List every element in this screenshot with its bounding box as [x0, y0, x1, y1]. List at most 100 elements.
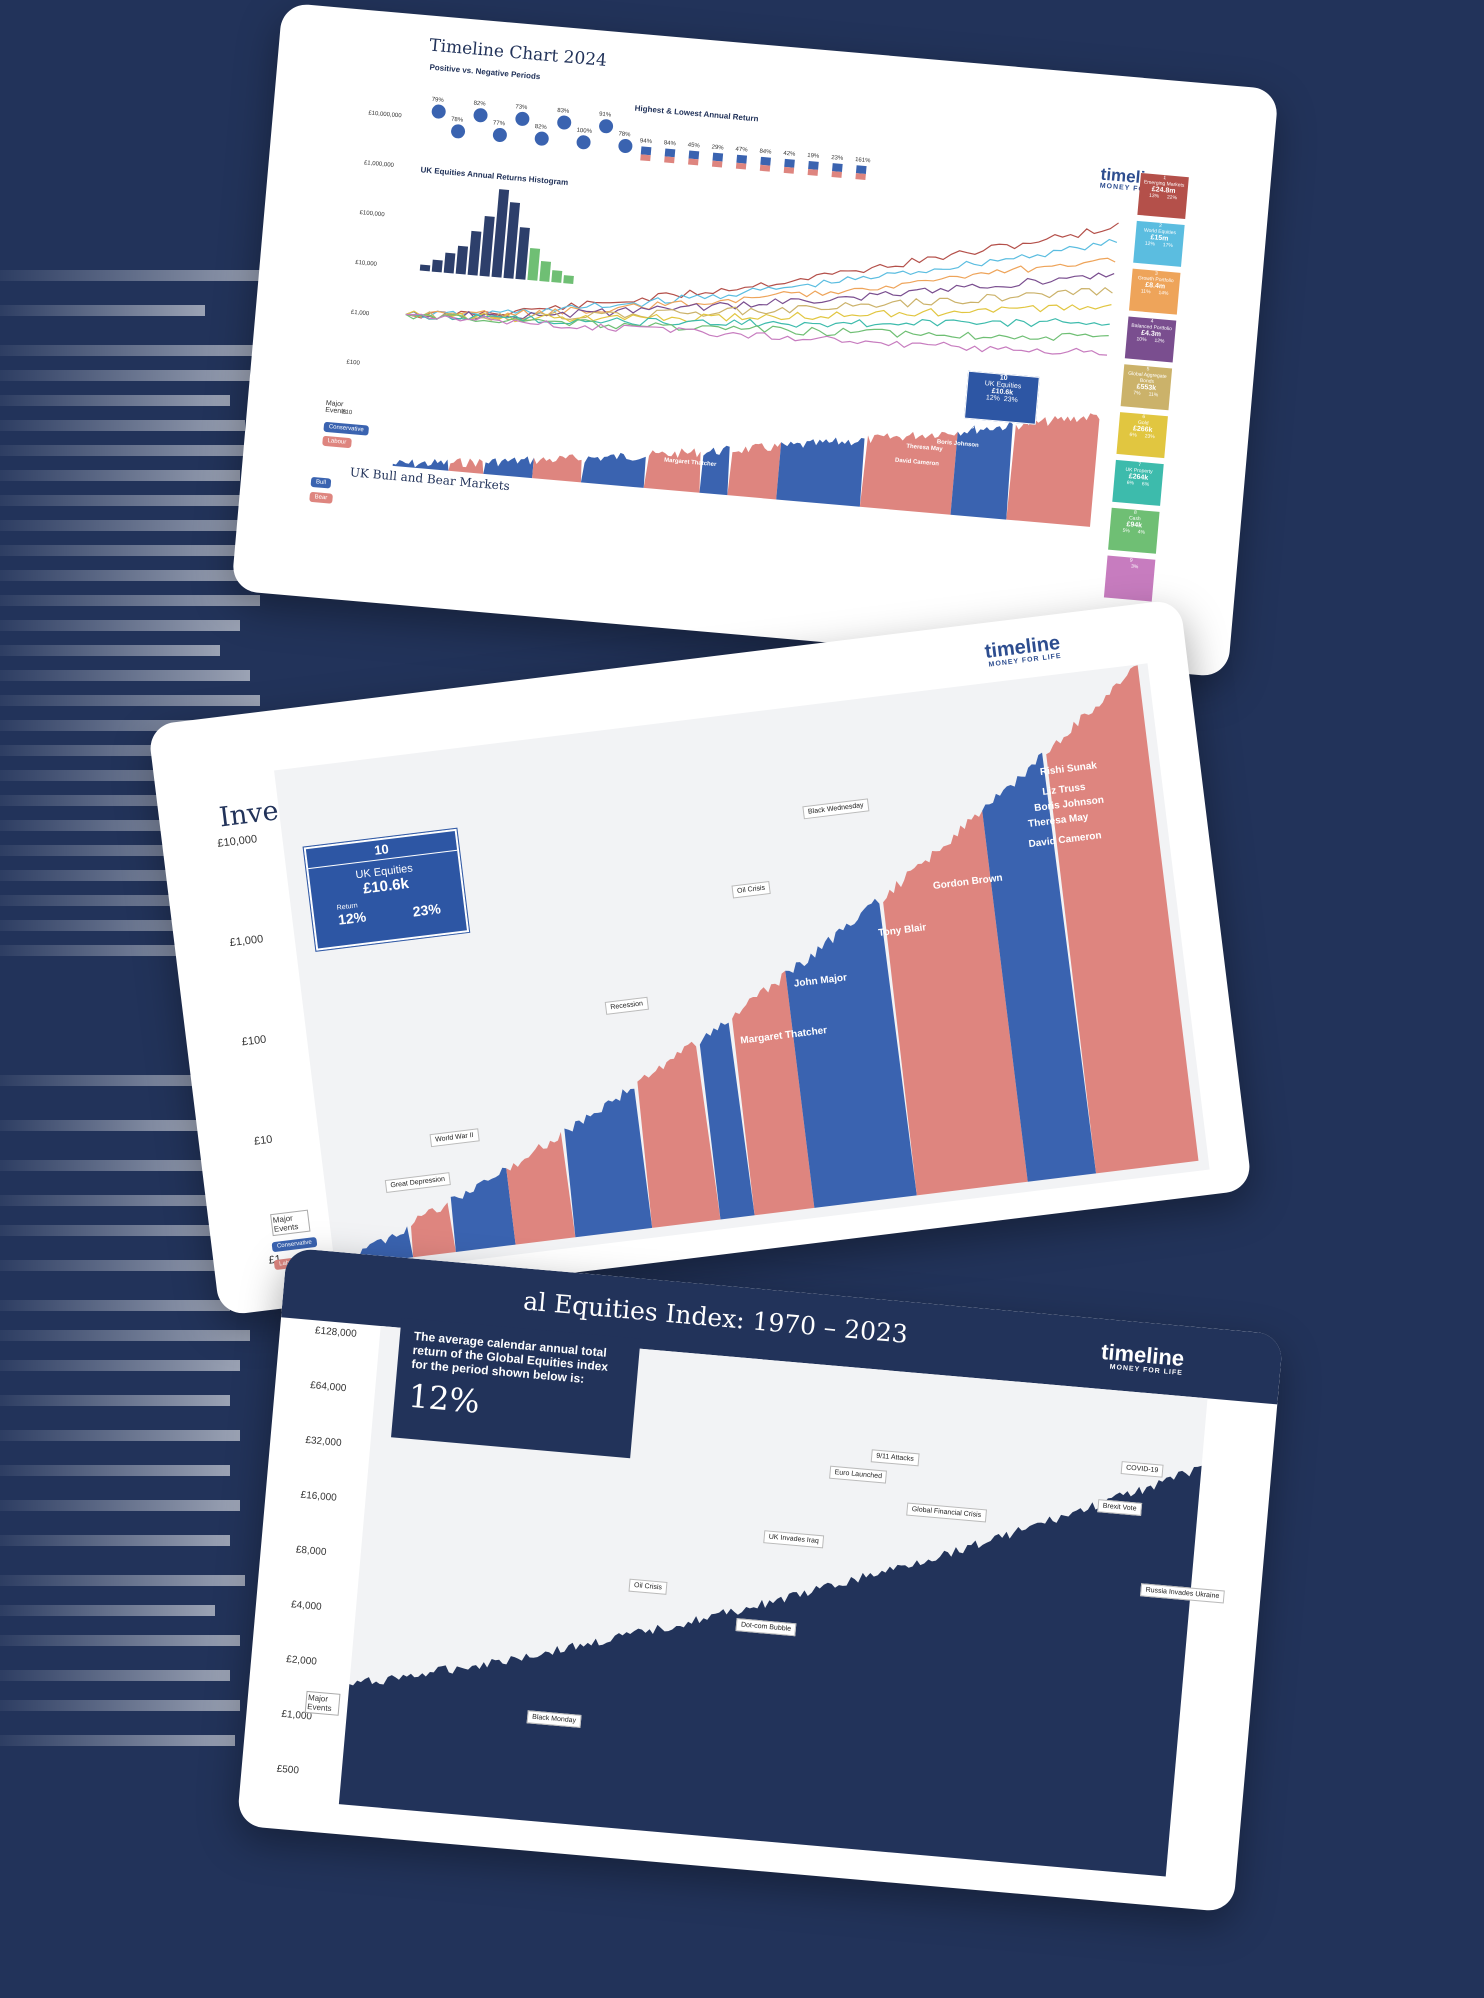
stripe	[0, 820, 230, 831]
legend-major-events: Major Events	[324, 399, 347, 416]
asset-panel: 3 Growth Portfolio £8.4m 11% 14%	[1128, 268, 1181, 315]
histogram-bar	[431, 259, 443, 273]
government-area	[1046, 665, 1199, 1174]
legend-major-events: Major Events	[304, 1690, 341, 1716]
histogram-bar	[467, 230, 482, 276]
government-area	[410, 1202, 456, 1258]
pie-chart	[557, 115, 572, 130]
bar-label: 42%	[783, 151, 796, 158]
bar-label: 23%	[831, 155, 844, 162]
stripe	[0, 420, 245, 431]
bar	[688, 158, 699, 166]
stripe	[0, 870, 240, 881]
pie-label: 73%	[515, 104, 528, 111]
bar-label: 84%	[664, 140, 677, 147]
bar	[735, 162, 747, 170]
government-area	[699, 1022, 755, 1220]
series-line	[405, 286, 1113, 321]
government-area	[532, 454, 582, 483]
asset-panel: 7 UK Property £264k 6% 6%	[1112, 459, 1164, 506]
stripe	[0, 1075, 235, 1086]
bar-label: 19%	[807, 153, 820, 160]
stripe	[0, 720, 240, 731]
stripe	[0, 1160, 225, 1171]
panel-return-b: 17%	[1162, 242, 1174, 250]
bar-label: 29%	[711, 144, 724, 151]
panel-return-a: 6%	[1129, 432, 1137, 439]
series-line	[405, 272, 1115, 320]
government-area	[950, 421, 1013, 520]
histogram-bar	[551, 270, 563, 283]
stripe	[0, 470, 240, 481]
pie-label: 79%	[431, 97, 444, 104]
stripe	[0, 1670, 230, 1681]
panel-return-b: 14%	[1158, 289, 1169, 297]
stripe	[0, 1535, 230, 1546]
bar	[832, 163, 843, 172]
asset-panel: 1 Emerging Markets £24.8m 13% 22%	[1137, 173, 1189, 220]
legend-bear: Bear	[309, 491, 333, 504]
stripe	[0, 1430, 240, 1441]
stripe	[0, 345, 260, 356]
stripe	[0, 445, 260, 456]
timeline-chart-card: Timeline Chart 2024 timeline MONEY FOR L…	[231, 2, 1279, 678]
stripe	[0, 645, 220, 656]
bar	[855, 165, 867, 175]
bar	[711, 160, 723, 168]
panel-return-b: 4%	[1137, 529, 1146, 536]
pie-label: 78%	[451, 117, 464, 124]
panel-return-a: 11%	[1140, 288, 1151, 296]
stripe	[0, 1635, 240, 1646]
bar	[640, 146, 652, 156]
stripe	[0, 395, 230, 406]
government-area	[392, 458, 449, 471]
callout-box: The average calendar annual total return…	[391, 1317, 641, 1459]
pie-label: 78%	[618, 131, 631, 138]
panel-return-b: 3%	[1130, 563, 1139, 571]
government-area	[732, 970, 815, 1216]
panel-return-a	[1123, 563, 1124, 569]
stripe	[0, 1330, 250, 1341]
pie-label: 82%	[473, 101, 486, 108]
bar	[688, 150, 700, 160]
stripe	[0, 1225, 235, 1236]
histogram-bar	[527, 248, 541, 281]
asset-panel: 4 Balanced Portfolio £4.3m 10% 12%	[1124, 316, 1177, 363]
government-area	[859, 431, 958, 515]
series-line	[405, 257, 1116, 319]
bar	[855, 173, 866, 181]
asset-panel: 9 3%	[1103, 555, 1156, 602]
government-area	[506, 1131, 576, 1245]
pie-chart	[515, 111, 530, 126]
bar	[712, 152, 724, 162]
pie-chart	[599, 119, 614, 134]
stripe	[0, 745, 230, 756]
histogram-bar	[419, 264, 431, 272]
stripe	[0, 620, 240, 631]
stripe	[0, 1575, 245, 1586]
stripe	[0, 1465, 230, 1476]
histogram-bar	[503, 202, 521, 279]
stripe	[0, 495, 255, 506]
bar	[736, 154, 748, 164]
histogram-bar	[455, 245, 469, 275]
panel-return-b: 11%	[1148, 391, 1159, 399]
bar	[783, 166, 795, 174]
stripe	[0, 1120, 200, 1131]
panel-return-a: 12%	[1144, 240, 1156, 248]
asset-panel: 8 Cash £94k 5% 4%	[1108, 507, 1160, 554]
panel-return-b: 23%	[1144, 433, 1155, 441]
series-line	[405, 313, 1108, 356]
stripe	[0, 1605, 215, 1616]
stripe	[0, 845, 250, 856]
box-return-2: 23%	[411, 900, 442, 920]
histogram-bar	[491, 189, 510, 278]
bar-label: 45%	[687, 142, 700, 149]
histogram-bar	[563, 275, 574, 284]
series-line	[405, 304, 1112, 323]
panel-return-b: 22%	[1166, 194, 1178, 202]
government-area	[450, 1167, 516, 1252]
bar	[759, 164, 771, 172]
bar-label: 47%	[735, 147, 748, 154]
bar	[760, 156, 771, 166]
